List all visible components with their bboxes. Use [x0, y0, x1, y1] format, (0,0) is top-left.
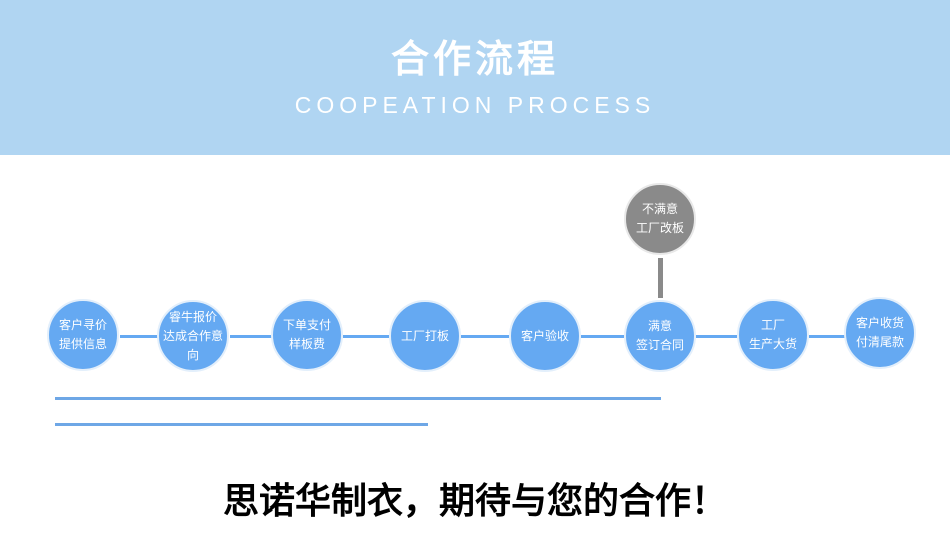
step-8: 客户收货 付清尾款	[844, 297, 916, 369]
divider-line	[55, 423, 428, 426]
page-subtitle: COOPEATION PROCESS	[294, 92, 656, 118]
header-banner: 合作流程 COOPEATION PROCESS	[0, 0, 950, 155]
connector	[230, 335, 272, 338]
divider-line	[55, 397, 661, 400]
step-7: 工厂 生产大货	[737, 299, 809, 371]
connector	[581, 335, 624, 338]
connector	[696, 335, 737, 338]
branch-connector	[658, 258, 663, 298]
step-1: 客户寻价 提供信息	[47, 299, 119, 371]
connector	[809, 335, 845, 338]
page-title: 合作流程	[390, 37, 559, 81]
step-5: 客户验收	[509, 300, 581, 372]
connector	[343, 335, 389, 338]
step-3: 下单支付 样板费	[271, 299, 343, 371]
step-2: 睿牛报价 达成合作意向	[157, 300, 229, 372]
connector	[120, 335, 160, 338]
step-branch-revision: 不满意 工厂改板	[624, 183, 696, 255]
step-6: 满意 签订合同	[624, 300, 696, 372]
slogan: 思诺华制衣，期待与您的合作！	[222, 480, 727, 522]
step-4: 工厂打板	[389, 300, 461, 372]
connector	[461, 335, 509, 338]
